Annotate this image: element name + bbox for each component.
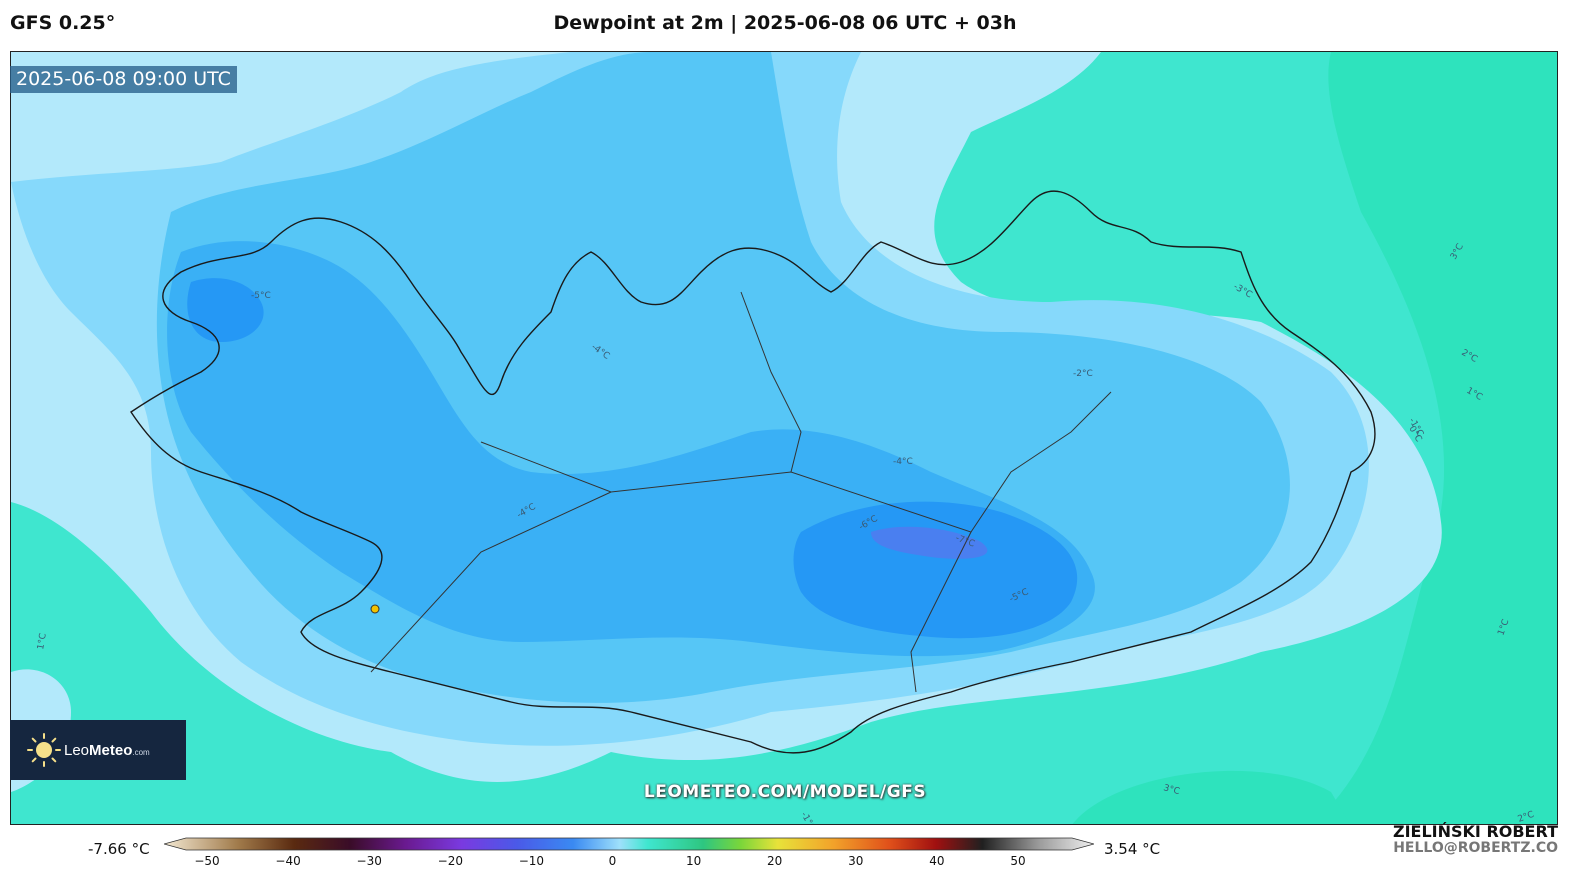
author-name: ZIELIŃSKI ROBERT — [1392, 822, 1558, 841]
map-panel[interactable]: -5°C -4°C -4°C -4°C -6°C -7°C -5°C -2°C … — [10, 51, 1558, 825]
colorbar-tick-label: 10 — [685, 854, 702, 868]
colorbar-tick-label: 50 — [1010, 854, 1026, 868]
colorbar-max-value: 3.54 °C — [1104, 840, 1161, 858]
colorbar-tick-label: −50 — [194, 854, 220, 868]
region-boundaries-east — [970, 391, 1112, 533]
band-deeper-blue — [793, 501, 1078, 639]
contour-label: -4°C — [893, 457, 913, 467]
author-email[interactable]: HELLO@ROBERTZ.CO — [1393, 840, 1558, 856]
band-deeper-blue-west — [187, 278, 264, 342]
chart-title: Dewpoint at 2m | 2025-06-08 06 UTC + 03h — [553, 12, 1017, 34]
contour-label: 1°C — [36, 633, 49, 651]
sun-icon — [26, 732, 62, 768]
watermark-url: LEOMETEO.COM/MODEL/GFS — [643, 782, 927, 802]
ocean-warm-zone-south — [1072, 771, 1350, 824]
contour-label: -2°C — [1073, 369, 1093, 379]
colorbar-tick-label: −40 — [275, 854, 301, 868]
region-boundaries — [480, 441, 972, 693]
contour-label: -5°C — [251, 291, 271, 301]
colorbar-tick-label: 0 — [608, 854, 617, 868]
city-marker[interactable] — [370, 604, 380, 614]
valid-time-badge: 2025-06-08 09:00 UTC — [10, 66, 237, 93]
band-darkest-blue — [871, 526, 988, 559]
dewpoint-map: -5°C -4°C -4°C -4°C -6°C -7°C -5°C -2°C … — [11, 52, 1557, 825]
author-credit: ZIELIŃSKI ROBERT HELLO@ROBERTZ.CO — [1392, 822, 1558, 857]
colorbar-tick-label: −20 — [437, 854, 463, 868]
colorbar — [164, 837, 1094, 851]
colorbar-tick-label: −10 — [518, 854, 545, 868]
colorbar-tick-label: 40 — [929, 854, 945, 868]
region-boundaries-north — [740, 291, 802, 473]
leometeo-logo[interactable]: LeoMeteo.com — [10, 720, 186, 780]
colorbar-min-value: -7.66 °C — [88, 840, 150, 858]
logo-text: LeoMeteo.com — [64, 741, 150, 759]
contour-label: 2°C — [1517, 810, 1536, 825]
colorbar-tick-label: −30 — [356, 854, 382, 868]
colorbar-tick-label: 20 — [767, 854, 783, 868]
colorbar-tick-label: 30 — [848, 854, 864, 868]
contour-label: 3°C — [1162, 783, 1181, 797]
region-boundaries-south — [370, 491, 612, 673]
ocean-warm-zone — [1313, 52, 1557, 824]
iceland-coastline — [130, 190, 1376, 754]
model-name: GFS 0.25° — [10, 12, 116, 34]
